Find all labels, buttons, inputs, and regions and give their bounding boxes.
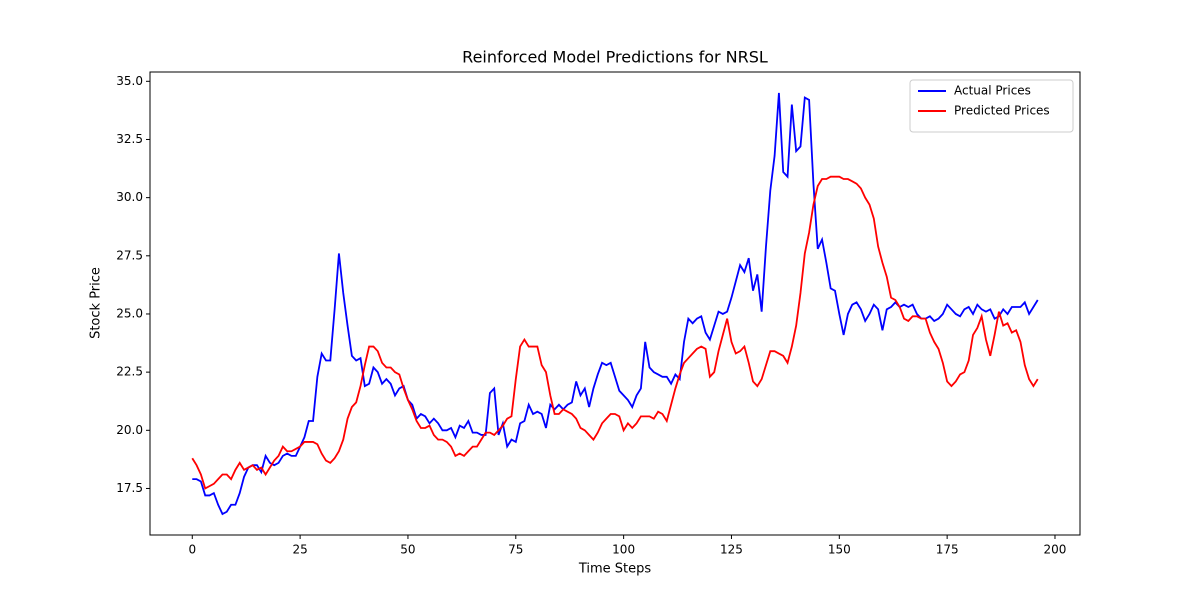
y-tick-label: 35.0	[116, 74, 143, 88]
plot-frame	[149, 71, 1081, 536]
y-tick-label: 20.0	[116, 423, 143, 437]
x-tick-label: 175	[936, 543, 959, 557]
legend-box	[909, 79, 1074, 133]
legend: Actual Prices Predicted Prices	[909, 79, 1074, 133]
legend-label: Predicted Prices	[954, 104, 1050, 118]
x-tick-label: 50	[400, 543, 415, 557]
y-tick-label: 25.0	[116, 306, 143, 320]
x-tick-label: 25	[292, 543, 307, 557]
series-line	[191, 175, 1039, 490]
y-tick-label: 27.5	[116, 248, 143, 262]
x-axis-label: Time Steps	[578, 562, 652, 577]
x-tick-label: 100	[612, 543, 635, 557]
y-tick-label: 32.5	[116, 132, 143, 146]
y-tick-label: 22.5	[116, 365, 143, 379]
y-tick-label: 30.0	[116, 190, 143, 204]
chart-title: Reinforced Model Predictions for NRSL	[462, 48, 768, 67]
x-tick-label: 75	[508, 543, 523, 557]
y-axis-label: Stock Price	[89, 267, 104, 339]
x-tick-label: 200	[1044, 543, 1067, 557]
x-tick-label: 125	[720, 543, 743, 557]
legend-label: Actual Prices	[954, 84, 1031, 98]
y-tick-label: 17.5	[116, 481, 143, 495]
x-tick-label: 0	[188, 543, 196, 557]
x-tick-label: 150	[828, 543, 851, 557]
